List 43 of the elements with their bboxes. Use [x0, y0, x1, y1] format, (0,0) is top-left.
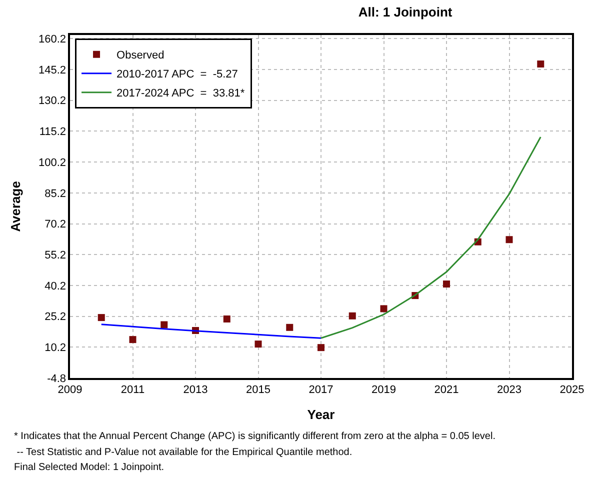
y-tick-label: 55.2: [44, 249, 66, 262]
point: [380, 305, 388, 312]
y-tick-label: 40.2: [44, 280, 66, 292]
point: [160, 321, 168, 328]
x-tick-label: 2015: [246, 384, 270, 396]
x-tick-label: 2013: [183, 384, 208, 396]
text: -- Test Statistic and P-Value not available for the Empirical Quantile method.: [14, 447, 352, 458]
legend-label: 2010-2017 APC = -5.27: [116, 68, 238, 81]
point: [348, 312, 356, 320]
y-tick-label: 10.2: [44, 342, 66, 354]
point: [318, 344, 324, 352]
legend-label: Observed: [116, 50, 164, 62]
point: [506, 236, 513, 244]
legend-label: 2017-2024 APC = 33.81*: [116, 88, 246, 100]
y-axis-title: Average: [8, 181, 23, 232]
text: * Indicates that the Annual Percent Change (APC) is significantly different from zero at the alpha = 0.05 level.: [14, 431, 496, 442]
y-tick-label: 115.2: [39, 126, 66, 138]
y-tick-label: 100.2: [38, 156, 66, 169]
point: [443, 280, 450, 288]
y-tick-label: 160.2: [38, 34, 66, 46]
x-tick-label: 2025: [560, 384, 584, 396]
x-tick-label: 2021: [434, 384, 459, 396]
point: [223, 315, 230, 322]
y-tick-label: -4.8: [47, 372, 66, 385]
y-tick-label: 25.2: [44, 311, 66, 324]
y-tick-label: 85.2: [44, 188, 66, 200]
x-tick-label: 2011: [120, 384, 145, 396]
x-tick-label: 2017: [308, 384, 334, 396]
x-axis-title: Year: [307, 407, 335, 422]
chart-title: All: 1 Joinpoint: [358, 4, 453, 20]
x-tick-label: 2009: [58, 384, 82, 396]
y-tick-label: 130.2: [38, 95, 66, 108]
point: [286, 324, 294, 331]
point: [129, 336, 136, 344]
x-tick-label: 2023: [497, 384, 522, 396]
line-series: [320, 136, 542, 339]
y-tick-label: 145.2: [38, 64, 66, 76]
x-tick-label: 2019: [372, 384, 396, 396]
text: Final Selected Model: 1 Joinpoint.: [14, 462, 164, 473]
point: [98, 314, 105, 322]
y-tick-label: 70.2: [44, 218, 66, 231]
point: [254, 340, 262, 348]
point: [537, 60, 544, 68]
